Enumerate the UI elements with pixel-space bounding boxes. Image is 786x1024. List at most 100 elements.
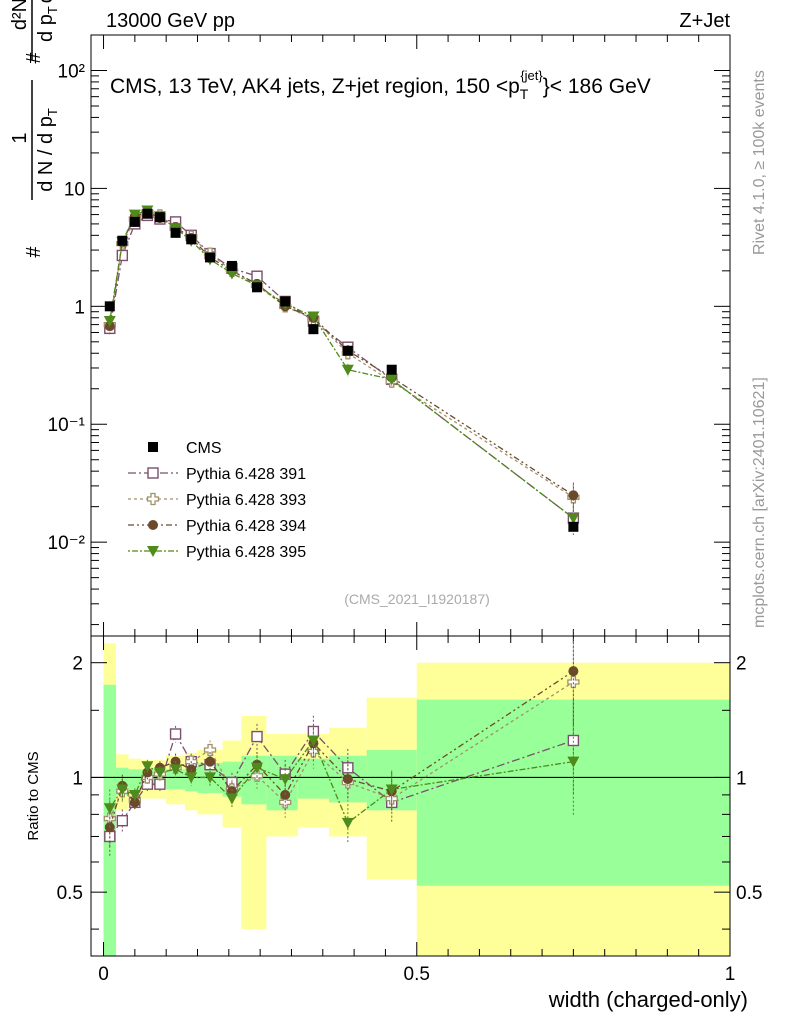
ratio-point-pythia-6-428-395 (141, 761, 154, 773)
ratio-point-pythia-6-428-394 (568, 666, 579, 677)
x-tick-label: 0.5 (404, 964, 430, 985)
ratio-y-tick-label: 1 (72, 768, 83, 789)
ratio-point-pythia-6-428-391 (169, 728, 182, 740)
ratio-y-tick-label-right: 2 (736, 654, 747, 675)
point-pythia-6-428-395 (307, 311, 320, 323)
ratio-point-pythia-6-428-395 (169, 764, 182, 776)
point-pythia-6-428-395 (103, 316, 116, 328)
point-cms (129, 216, 140, 227)
mcplots-label: mcplots.cern.ch [arXiv:2401.10621] (751, 377, 768, 628)
ratio-uncertainty-bands (103, 643, 730, 956)
ylabel-dn: d N / d pT (35, 108, 60, 192)
ratio-point-pythia-6-428-395 (116, 784, 129, 796)
point-cms (186, 234, 197, 245)
point-cms (342, 345, 353, 356)
legend-marker-pythia-6-428-393 (146, 492, 160, 506)
ratio-point-pythia-6-428-395 (307, 735, 320, 747)
legend-label-pythia-6-428-391: Pythia 6.428 391 (186, 466, 306, 483)
ratio-band-outer (241, 715, 267, 930)
x-tick-label: 0 (98, 964, 109, 985)
point-pythia-6-428-395 (128, 209, 141, 221)
point-pythia-6-428-394 (568, 490, 579, 501)
ratio-y-tick-label: 2 (72, 654, 83, 675)
ylabel-hash2: # (23, 52, 45, 64)
legend-marker-pythia-6-428-394 (148, 520, 158, 530)
legend-label-pythia-6-428-395: Pythia 6.428 395 (186, 544, 306, 561)
analysis-id: (CMS_2021_I1920187) (344, 591, 490, 607)
legend-label-cms: CMS (186, 440, 222, 457)
ylabel-frac: 1 (9, 132, 31, 143)
y-tick-label: 10² (58, 61, 85, 82)
ratio-point-pythia-6-428-391 (251, 730, 263, 743)
legend: CMS Pythia 6.428 391 Pythia 6.428 393 Pythi… (128, 440, 306, 561)
point-pythia-6-428-395 (341, 364, 354, 376)
ylabel-dptdl: d pTdλ (35, 0, 60, 42)
title-tail: }< 186 GeV (543, 75, 651, 98)
y-tick-label: 10⁻² (48, 533, 86, 554)
ratio-point-pythia-6-428-391 (116, 814, 129, 827)
ratio-point-pythia-6-428-395 (567, 756, 580, 768)
plot-title: CMS, 13 TeV, AK4 jets, Z+jet region, 150… (110, 68, 651, 102)
ratio-point-pythia-6-428-395 (128, 789, 141, 801)
point-cms (386, 364, 397, 375)
point-pythia-6-428-395 (567, 513, 580, 525)
ratio-point-pythia-6-428-394 (342, 774, 353, 785)
legend-label-pythia-6-428-393: Pythia 6.428 393 (186, 492, 306, 509)
ylabel-hash: # (23, 246, 45, 258)
ratio-point-pythia-6-428-395 (251, 762, 264, 774)
point-pythia-6-428-395 (225, 268, 238, 280)
point-cms (308, 324, 319, 335)
ratio-band-inner (166, 769, 185, 790)
ratio-point-pythia-6-428-393 (203, 743, 217, 757)
point-cms (252, 282, 263, 293)
point-cms (142, 208, 153, 219)
point-cms (205, 252, 216, 263)
ratio-line-pythia-6-428-394 (109, 670, 574, 828)
point-cms (117, 235, 128, 246)
ratio-point-pythia-6-428-394 (205, 756, 216, 767)
point-cms (280, 296, 291, 307)
y-tick-label: 10 (64, 179, 85, 200)
legend-label-pythia-6-428-394: Pythia 6.428 394 (186, 518, 306, 535)
ratio-point-pythia-6-428-393 (567, 675, 580, 689)
axis-ticks: 0 0.5 1 10⁻² 10⁻¹ 1 10 10² 0.5 0.5 1 1 2 2 (48, 34, 762, 985)
point-cms (568, 521, 579, 532)
point-pythia-6-428-395 (385, 374, 398, 386)
line-pythia-6-428-395 (109, 209, 574, 519)
ratio-point-pythia-6-428-394 (129, 797, 140, 808)
ratio-point-pythia-6-428-395 (279, 774, 292, 786)
ratio-ylabel: Ratio to CMS (25, 751, 42, 840)
ratio-plot-frame (90, 635, 731, 957)
ratio-point-pythia-6-428-395 (385, 784, 398, 796)
top-ylabel: 1 # d N / d pT # d²N d pTdλ (9, 0, 60, 258)
ratio-point-pythia-6-428-393 (385, 792, 398, 805)
ratio-point-pythia-6-428-395 (153, 767, 166, 779)
ratio-point-pythia-6-428-395 (185, 772, 198, 784)
rivet-label: Rivet 4.1.0, ≥ 100k events (751, 70, 768, 255)
legend-marker-pythia-6-428-395 (147, 546, 159, 557)
ratio-y-tick-label: 0.5 (57, 883, 83, 904)
process-label: Z+Jet (679, 10, 730, 32)
legend-marker-cms (148, 442, 158, 452)
energy-label: 13000 GeV pp (106, 10, 235, 32)
ratio-point-pythia-6-428-395 (341, 817, 354, 829)
ratio-point-pythia-6-428-395 (103, 803, 116, 815)
point-cms (154, 212, 165, 223)
ylabel-d2n: d²N (9, 0, 31, 30)
ratio-point-pythia-6-428-395 (225, 793, 238, 805)
y-tick-label: 1 (74, 297, 85, 318)
line-pythia-6-428-391 (109, 214, 574, 519)
title-sup: {jet} (520, 68, 543, 83)
ratio-point-pythia-6-428-394 (280, 789, 291, 800)
ratio-point-pythia-6-428-395 (204, 772, 217, 784)
title-sub: T (520, 86, 529, 102)
y-tick-label: 10⁻¹ (48, 415, 86, 436)
ratio-y-tick-label-right: 0.5 (736, 883, 762, 904)
line-pythia-6-428-393 (109, 211, 574, 498)
point-cms (226, 260, 237, 271)
point-cms (104, 301, 115, 312)
legend-marker-pythia-6-428-391 (147, 467, 159, 479)
point-pythia-6-428-391 (116, 249, 129, 262)
point-cms (170, 227, 181, 238)
